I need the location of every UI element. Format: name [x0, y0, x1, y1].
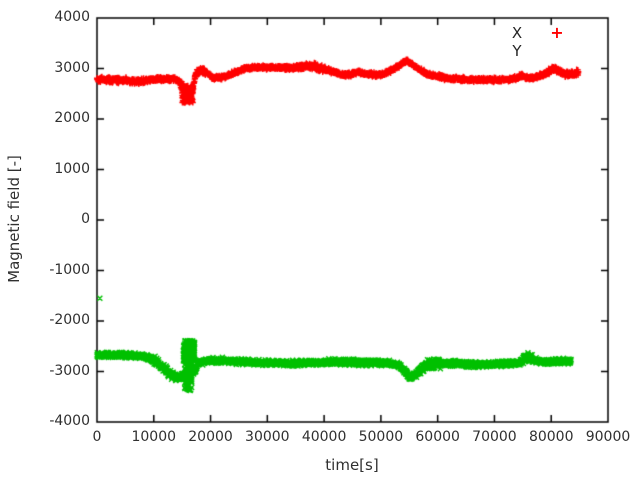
legend: X + Y ×	[499, 24, 579, 60]
y-tick-label: -1000	[49, 261, 90, 278]
legend-entry-x: X +	[499, 24, 579, 42]
x-tick-label: 0	[92, 429, 102, 445]
legend-label-x: X	[511, 24, 523, 42]
legend-entry-y: Y ×	[499, 42, 579, 60]
x-tick-label: 80000	[528, 429, 574, 445]
y-tick-label: -2000	[49, 312, 90, 328]
y-tick-label: 1000	[54, 160, 90, 177]
x-tick-label: 60000	[415, 429, 460, 445]
y-tick-label: 4000	[54, 9, 90, 25]
y-tick-label: -4000	[49, 413, 90, 429]
x-tick-label: 20000	[188, 429, 233, 445]
y-tick-label: 0	[81, 211, 90, 227]
x-tick-label: 90000	[585, 429, 631, 445]
y-tick-label: -3000	[49, 362, 90, 379]
x-tick-label: 70000	[472, 429, 517, 445]
x-axis-title: time[s]	[325, 456, 379, 474]
x-tick-label: 40000	[301, 429, 347, 445]
y-axis-title: Magnetic field [-]	[5, 155, 23, 283]
x-tick-label: 30000	[245, 429, 290, 445]
plus-marker-icon: +	[550, 23, 564, 42]
y-tick-label: 3000	[54, 59, 90, 76]
y-tick-label: 2000	[54, 110, 90, 126]
legend-label-y: Y	[512, 42, 522, 60]
x-tick-label: 50000	[358, 429, 404, 445]
x-tick-label: 10000	[131, 429, 177, 445]
